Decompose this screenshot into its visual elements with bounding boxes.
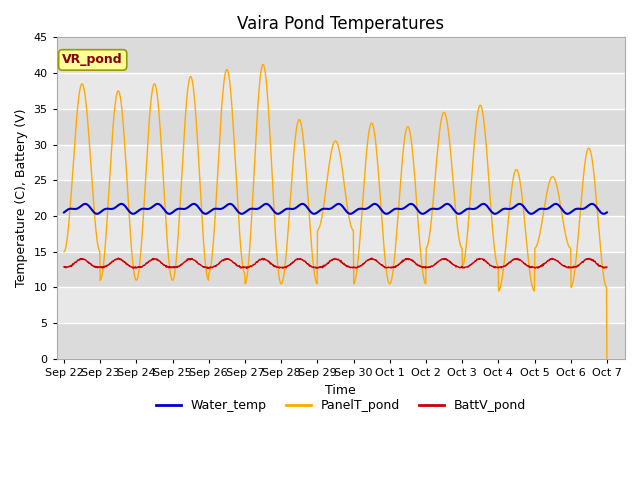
Bar [57,109,625,144]
Legend: Water_temp, PanelT_pond, BattV_pond: Water_temp, PanelT_pond, BattV_pond [151,394,531,417]
Bar [57,37,625,73]
Title: Vaira Pond Temperatures: Vaira Pond Temperatures [237,15,444,33]
Bar [57,323,625,359]
X-axis label: Time: Time [326,384,356,396]
Y-axis label: Temperature (C), Battery (V): Temperature (C), Battery (V) [15,109,28,288]
Bar [57,252,625,288]
Bar [57,180,625,216]
Text: VR_pond: VR_pond [62,53,123,66]
